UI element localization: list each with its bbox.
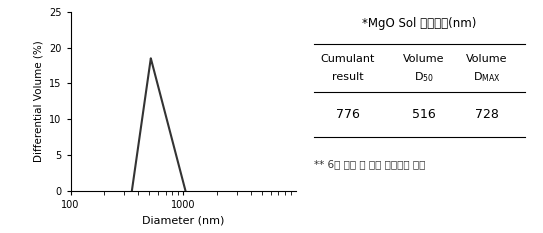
Y-axis label: Differential Volume (%): Differential Volume (%) [34, 41, 43, 162]
Text: 728: 728 [475, 108, 499, 121]
Text: Volume: Volume [466, 54, 508, 64]
Text: D$_{50}$: D$_{50}$ [414, 70, 434, 84]
Text: *MgO Sol 분산입도(nm): *MgO Sol 분산입도(nm) [362, 17, 477, 30]
Text: ** 6회 측정 후 값을 평균내어 기입: ** 6회 측정 후 값을 평균내어 기입 [314, 159, 425, 169]
Text: Volume: Volume [403, 54, 445, 64]
Text: Cumulant: Cumulant [320, 54, 375, 64]
Text: D$_{\mathrm{MAX}}$: D$_{\mathrm{MAX}}$ [473, 70, 501, 84]
Text: 776: 776 [336, 108, 359, 121]
X-axis label: Diameter (nm): Diameter (nm) [142, 216, 224, 226]
Text: 516: 516 [412, 108, 436, 121]
Text: result: result [332, 72, 363, 82]
